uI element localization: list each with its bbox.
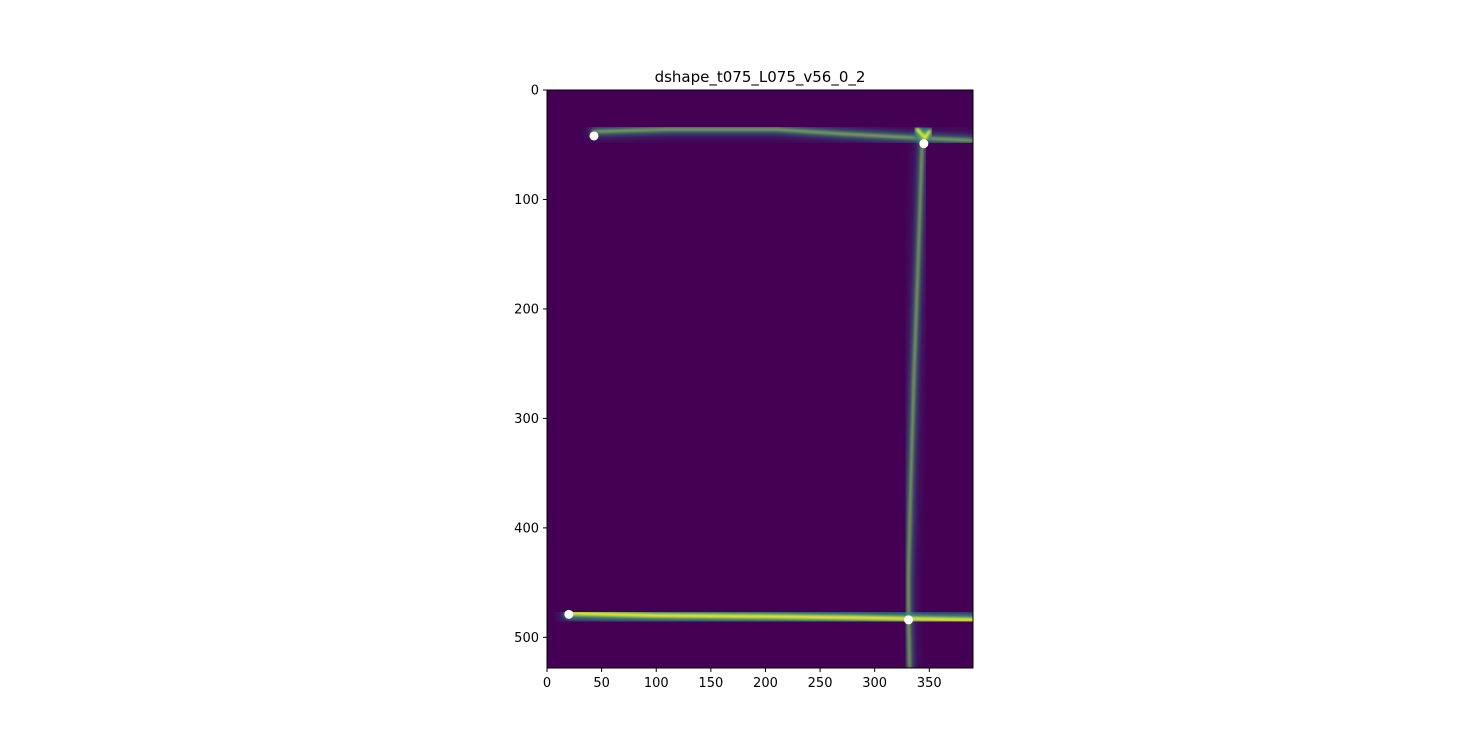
y-tick-label: 0 bbox=[531, 84, 539, 99]
marker-point-0 bbox=[589, 131, 599, 141]
y-tick-label: 400 bbox=[514, 521, 539, 536]
marker-point-2 bbox=[564, 609, 574, 619]
plot-frame bbox=[546, 89, 974, 669]
x-tick-label: 150 bbox=[698, 676, 723, 691]
x-tick-label: 250 bbox=[808, 676, 833, 691]
x-tick-label: 200 bbox=[753, 676, 778, 691]
y-axis: 0 100 200 300 400 500 bbox=[514, 84, 547, 646]
trace-top-right-blob-layer-2 bbox=[915, 127, 931, 140]
x-tick-label: 350 bbox=[917, 676, 942, 691]
trace-bottom-horizontal-layer-2 bbox=[567, 611, 973, 622]
y-tick-label: 100 bbox=[514, 193, 539, 208]
y-tick-label: 500 bbox=[514, 631, 539, 646]
x-tick-label: 50 bbox=[593, 676, 610, 691]
marker-points bbox=[564, 131, 929, 625]
heatmap-background bbox=[547, 90, 973, 668]
plot-area bbox=[546, 89, 974, 669]
y-tick-label: 200 bbox=[514, 302, 539, 317]
x-axis: 0 50 100 150 200 250 300 350 bbox=[543, 668, 942, 691]
trace-vertical-layer-2 bbox=[907, 133, 924, 668]
marker-point-3 bbox=[904, 615, 914, 625]
y-tick-label: 300 bbox=[514, 412, 539, 427]
heatmap-traces bbox=[560, 122, 973, 668]
x-tick-label: 300 bbox=[862, 676, 887, 691]
x-tick-label: 0 bbox=[543, 676, 551, 691]
marker-point-1 bbox=[919, 139, 929, 149]
chart-title: dshape_t075_L075_v56_0_2 bbox=[655, 68, 866, 87]
x-tick-label: 100 bbox=[644, 676, 669, 691]
